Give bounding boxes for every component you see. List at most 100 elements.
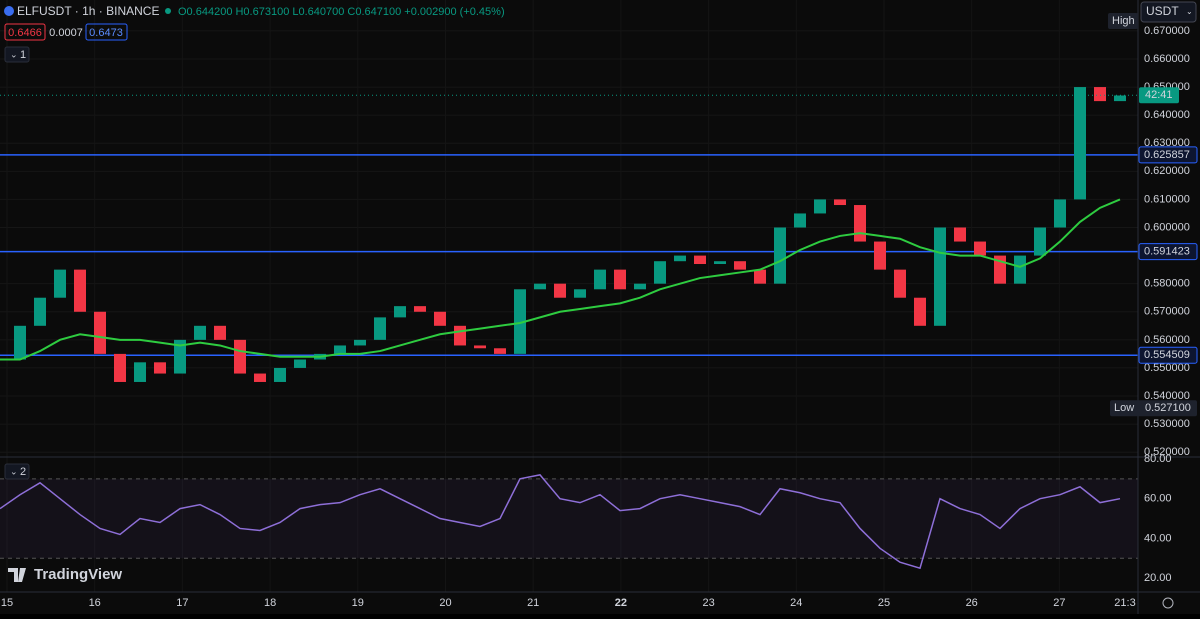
candle [174, 339, 186, 374]
candle [674, 255, 686, 262]
candle [814, 199, 826, 214]
candle [334, 345, 346, 354]
candle [274, 367, 286, 382]
candle [694, 255, 706, 265]
price-tick-label: 0.630000 [1144, 137, 1190, 149]
candle [554, 283, 566, 298]
price-tick-label: 0.580000 [1144, 278, 1190, 290]
symbol[interactable]: ELFUSDT · 1h · BINANCE [17, 4, 159, 18]
price-tick-label: 0.620000 [1144, 165, 1190, 177]
candle [574, 289, 586, 298]
candle [434, 311, 446, 326]
candle [354, 339, 366, 346]
time-label: 26 [966, 597, 978, 609]
candle [914, 297, 926, 326]
level-label-box [1138, 146, 1198, 164]
price-tick-label: 0.560000 [1144, 334, 1190, 346]
candle [394, 306, 406, 318]
candle [1014, 255, 1026, 284]
candle [874, 241, 886, 270]
spread: 0.0007 [49, 27, 83, 39]
settings-icon[interactable] [1162, 597, 1174, 609]
currency: USDT [1146, 4, 1179, 18]
rsi-tick-label: 20.00 [1144, 572, 1172, 584]
candle [294, 359, 306, 368]
candle [614, 269, 626, 290]
candle [514, 289, 526, 354]
candle [494, 348, 506, 354]
candle [594, 269, 606, 290]
price-tick-label: 0.600000 [1144, 221, 1190, 233]
time-label: 16 [89, 597, 101, 609]
level-label-box [1138, 346, 1198, 364]
candle [1114, 95, 1126, 102]
low-label: 0.527100 [1145, 402, 1191, 414]
price-tick-label: 0.640000 [1144, 109, 1190, 121]
candle [194, 325, 206, 340]
indicator-toggle[interactable] [4, 463, 30, 480]
candle [654, 261, 666, 284]
indicator-label: 1 [20, 49, 26, 61]
price-tick-label: 0.550000 [1144, 362, 1190, 374]
candle [34, 297, 46, 326]
time-label: 21:3 [1114, 597, 1135, 609]
rsi-tick-label: 80.00 [1144, 453, 1172, 465]
rsi-line [0, 474, 1121, 570]
moving-average [0, 198, 1121, 361]
rsi-band [0, 478, 1138, 559]
price-tick-label: 0.520000 [1144, 446, 1190, 458]
bid-box[interactable] [4, 23, 46, 41]
currency-select[interactable] [1140, 1, 1197, 23]
high-label: High [1112, 15, 1135, 27]
price-tick-label: 0.540000 [1144, 390, 1190, 402]
candle [774, 227, 786, 284]
candle [474, 345, 486, 349]
low-box [1110, 400, 1197, 417]
candle [74, 269, 86, 312]
candle [214, 325, 226, 340]
price-tick-label: 0.570000 [1144, 306, 1190, 318]
candle [454, 325, 466, 346]
level-label: 0.591423 [1144, 245, 1190, 257]
ask-box[interactable] [85, 23, 128, 41]
rsi-tick-label: 60.00 [1144, 493, 1172, 505]
countdown: 42:41 [1145, 89, 1173, 101]
ask: 0.6473 [89, 27, 123, 39]
candle [954, 227, 966, 242]
candle [794, 213, 806, 228]
time-label: 22 [615, 597, 627, 609]
time-label: 17 [176, 597, 188, 609]
price-tick-label: 0.610000 [1144, 193, 1190, 205]
chevron: ⌄ [10, 49, 18, 59]
candle [974, 241, 986, 256]
chevron: ⌄ [10, 466, 18, 476]
brand[interactable]: TradingView [34, 566, 122, 583]
candle [54, 269, 66, 298]
candle [134, 362, 146, 382]
candle [754, 269, 766, 284]
time-label: 20 [439, 597, 451, 609]
candle [534, 283, 546, 290]
bid: 0.6466 [8, 27, 42, 39]
candle [154, 362, 166, 374]
rsi-tick-label: 40.00 [1144, 532, 1172, 544]
time-label: 21 [527, 597, 539, 609]
candle [634, 283, 646, 290]
candle [734, 261, 746, 270]
candle [254, 373, 266, 382]
market-status [165, 8, 171, 14]
ohlc: O0.644200 H0.673100 L0.640700 C0.647100 … [178, 6, 505, 18]
candle [1034, 227, 1046, 256]
candle [14, 325, 26, 360]
time-label: 25 [878, 597, 890, 609]
candle [374, 317, 386, 340]
level-label: 0.625857 [1144, 149, 1190, 161]
candle [1054, 199, 1066, 228]
candle [714, 261, 726, 265]
time-label: 23 [702, 597, 714, 609]
price-tick-label: 0.660000 [1144, 53, 1190, 65]
indicator-toggle[interactable] [4, 46, 30, 63]
candle [894, 269, 906, 298]
time-label: 24 [790, 597, 802, 609]
